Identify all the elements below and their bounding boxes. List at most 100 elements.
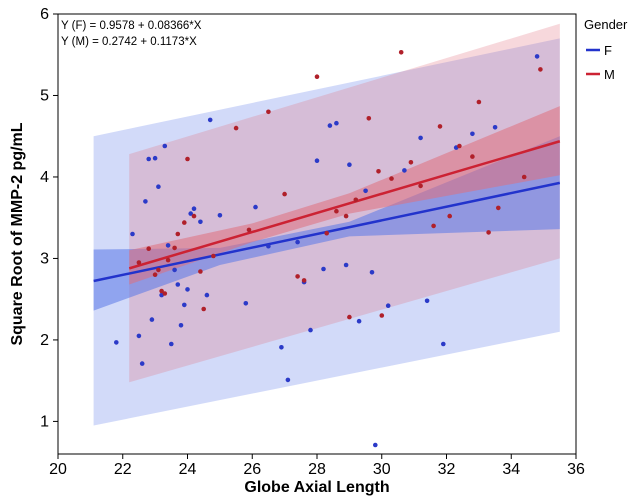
data-point-f — [295, 239, 300, 245]
data-point-m — [162, 291, 168, 296]
data-point-f — [172, 267, 177, 273]
data-point-f — [327, 123, 333, 128]
data-point-f — [130, 231, 135, 237]
data-point-m — [165, 257, 171, 263]
data-point-m — [233, 125, 239, 131]
equation-f: Y (F) = 0.9578 + 0.08366*X — [61, 20, 202, 32]
data-point-f — [139, 361, 145, 366]
data-point-m — [431, 223, 436, 229]
data-point-m — [486, 230, 491, 235]
data-point-m — [398, 50, 404, 55]
data-point-f — [136, 333, 142, 339]
data-point-f — [204, 292, 210, 298]
data-point-f — [424, 298, 430, 304]
x-axis: 20 22 24 26 28 30 32 34 36 — [49, 454, 585, 478]
legend-title: Gender — [584, 17, 628, 32]
data-point-m — [175, 231, 181, 237]
data-point-m — [470, 154, 475, 159]
data-point-f — [441, 341, 446, 347]
data-point-f — [347, 162, 352, 167]
data-point-m — [496, 205, 501, 211]
data-point-f — [165, 243, 171, 248]
data-point-f — [492, 125, 498, 130]
data-point-m — [301, 278, 307, 283]
data-point-f — [470, 131, 475, 137]
data-point-m — [211, 253, 216, 259]
x-axis-label: Globe Axial Length — [244, 479, 389, 496]
data-point-f — [114, 340, 119, 345]
data-point-m — [314, 74, 320, 79]
legend-label-m: M — [604, 67, 615, 82]
data-point-f — [175, 282, 181, 287]
data-point-m — [366, 116, 372, 121]
x-tick-label: 26 — [243, 461, 261, 478]
data-point-m — [246, 227, 252, 233]
data-point-f — [207, 117, 213, 123]
data-point-f — [373, 442, 378, 448]
data-point-f — [217, 213, 223, 218]
data-point-f — [285, 377, 291, 383]
data-point-m — [191, 213, 197, 219]
data-point-m — [201, 306, 206, 312]
data-point-f — [185, 287, 190, 292]
x-tick-label: 28 — [308, 461, 326, 478]
x-tick-label: 36 — [567, 461, 585, 478]
legend: Gender F M — [584, 17, 628, 82]
confidence-band-m — [129, 106, 560, 285]
x-tick-label: 20 — [49, 461, 67, 478]
data-point-f — [188, 211, 193, 216]
data-point-m — [408, 160, 414, 165]
plot-area — [93, 23, 561, 448]
data-point-f — [385, 303, 391, 309]
data-point-m — [182, 220, 187, 225]
x-tick-label: 24 — [179, 461, 197, 478]
data-point-m — [282, 191, 287, 197]
data-point-m — [136, 260, 142, 265]
data-point-m — [476, 99, 482, 105]
data-point-m — [156, 267, 161, 273]
data-point-m — [198, 269, 203, 274]
y-tick-label: 4 — [40, 169, 49, 186]
data-point-f — [156, 184, 161, 189]
data-point-f — [198, 219, 203, 225]
data-point-f — [534, 54, 540, 59]
legend-label-f: F — [604, 43, 612, 58]
data-point-m — [172, 245, 177, 251]
data-point-m — [152, 272, 158, 278]
x-tick-label: 32 — [438, 461, 456, 478]
data-point-f — [356, 318, 362, 324]
data-point-m — [418, 183, 423, 189]
y-tick-label: 3 — [40, 250, 49, 267]
y-tick-label: 5 — [40, 87, 49, 104]
data-point-f — [253, 204, 258, 210]
confidence-band-f — [93, 136, 560, 311]
data-point-f — [169, 341, 174, 347]
data-point-f — [308, 327, 313, 333]
y-tick-label: 6 — [40, 6, 49, 23]
data-point-m — [353, 197, 359, 203]
fit-line-m — [128, 140, 561, 270]
data-point-f — [178, 323, 184, 328]
data-point-m — [343, 213, 349, 219]
data-point-f — [182, 302, 187, 308]
data-point-f — [162, 143, 168, 149]
data-point-m — [447, 213, 453, 219]
data-point-m — [185, 156, 190, 162]
data-point-f — [334, 120, 339, 126]
data-point-f — [321, 266, 326, 272]
data-point-m — [266, 109, 271, 115]
x-tick-label: 34 — [502, 461, 520, 478]
data-point-m — [538, 67, 543, 72]
data-point-f — [243, 301, 249, 306]
data-point-m — [146, 246, 151, 251]
y-tick-label: 2 — [40, 332, 49, 349]
data-point-m — [379, 313, 385, 318]
data-point-f — [402, 168, 407, 173]
data-point-m — [376, 169, 381, 174]
data-point-f — [314, 158, 320, 163]
data-point-f — [149, 317, 155, 322]
data-point-m — [159, 288, 164, 294]
data-point-m — [324, 230, 330, 236]
y-tick-label: 1 — [40, 413, 49, 430]
data-point-f — [279, 345, 284, 350]
